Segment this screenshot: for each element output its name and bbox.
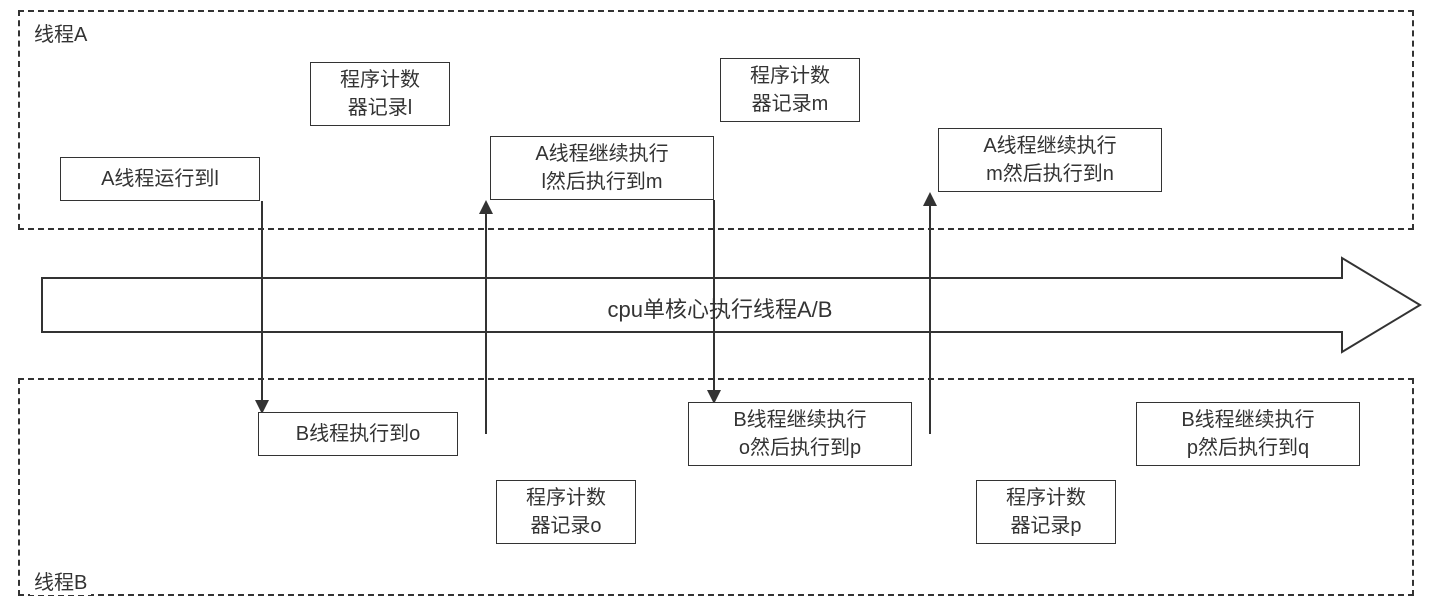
box-a-cont-mn: A线程继续执行 m然后执行到n — [938, 128, 1162, 192]
box-pc-m: 程序计数 器记录m — [720, 58, 860, 122]
box-pc-p: 程序计数 器记录p — [976, 480, 1116, 544]
box-a-cont-lm: A线程继续执行 l然后执行到m — [490, 136, 714, 200]
box-pc-l: 程序计数 器记录l — [310, 62, 450, 126]
diagram-canvas: 线程A 线程B cpu单核心执行线程A/B A线程运行到l 程序计数 器记录l — [0, 0, 1432, 612]
box-a-run-l: A线程运行到l — [60, 157, 260, 201]
cpu-arrow-label: cpu单核心执行线程A/B — [560, 292, 880, 324]
box-b-run-o: B线程执行到o — [258, 412, 458, 456]
box-pc-o: 程序计数 器记录o — [496, 480, 636, 544]
region-label-thread-a: 线程A — [30, 18, 91, 47]
box-b-cont-op: B线程继续执行 o然后执行到p — [688, 402, 912, 466]
box-b-cont-pq: B线程继续执行 p然后执行到q — [1136, 402, 1360, 466]
region-label-thread-b: 线程B — [30, 566, 91, 595]
